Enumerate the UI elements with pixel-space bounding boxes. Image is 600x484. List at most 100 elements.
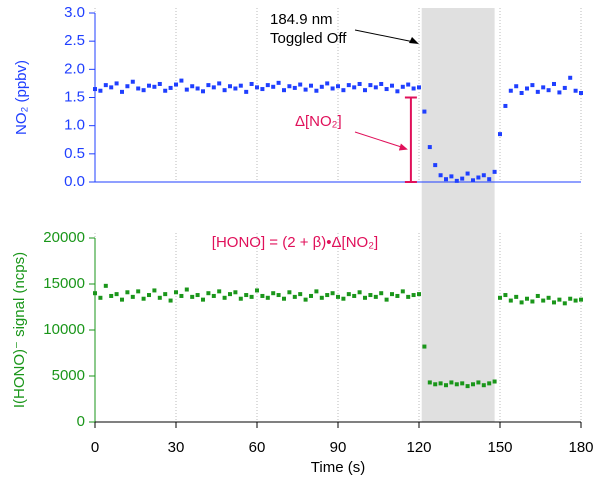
data-point bbox=[249, 294, 254, 299]
data-point bbox=[114, 292, 119, 297]
data-point bbox=[492, 169, 497, 174]
data-point bbox=[481, 173, 486, 178]
data-point bbox=[228, 84, 232, 89]
data-point bbox=[341, 296, 346, 301]
data-point bbox=[201, 89, 205, 94]
data-point bbox=[406, 294, 411, 299]
data-point bbox=[395, 293, 400, 298]
data-point bbox=[379, 81, 384, 86]
data-point bbox=[508, 298, 513, 303]
data-point bbox=[562, 85, 567, 90]
y-tick-label: 15000 bbox=[43, 275, 85, 292]
data-point bbox=[525, 86, 529, 91]
data-point bbox=[530, 299, 535, 304]
annotation: [HONO] = (2 + β)•Δ[NO₂] bbox=[212, 234, 378, 251]
y-tick-label: 5000 bbox=[52, 367, 85, 384]
data-point bbox=[109, 85, 114, 90]
data-point bbox=[487, 177, 492, 182]
data-point bbox=[363, 295, 367, 300]
data-point bbox=[325, 293, 330, 298]
data-point bbox=[438, 381, 443, 386]
data-point bbox=[449, 174, 454, 179]
data-point bbox=[454, 382, 459, 387]
data-point bbox=[319, 295, 324, 300]
data-point bbox=[481, 383, 486, 388]
data-point bbox=[184, 287, 189, 292]
data-point bbox=[379, 291, 384, 296]
data-point bbox=[206, 291, 211, 296]
data-point bbox=[427, 380, 432, 385]
data-point bbox=[406, 82, 411, 87]
y-tick-label: 0.0 bbox=[64, 173, 85, 190]
data-point bbox=[460, 176, 465, 181]
data-point bbox=[179, 78, 184, 83]
data-point bbox=[336, 84, 340, 89]
annotation: 184.9 nm bbox=[270, 11, 333, 28]
data-point bbox=[562, 301, 567, 306]
data-point bbox=[373, 294, 378, 299]
data-point bbox=[98, 295, 103, 300]
data-point bbox=[152, 288, 157, 293]
data-point bbox=[303, 87, 308, 92]
x-tick-label: 60 bbox=[249, 439, 266, 456]
data-point bbox=[514, 84, 519, 89]
data-point bbox=[444, 383, 448, 388]
data-point bbox=[157, 81, 162, 86]
data-point bbox=[303, 297, 308, 302]
data-point bbox=[465, 171, 470, 176]
x-axis-label: Time (s) bbox=[311, 459, 365, 476]
data-point bbox=[449, 380, 454, 385]
data-point bbox=[514, 294, 519, 299]
arrow-head bbox=[398, 143, 408, 151]
data-point bbox=[130, 79, 135, 84]
data-point bbox=[352, 85, 357, 90]
data-point bbox=[417, 292, 421, 297]
data-point bbox=[298, 82, 303, 87]
x-tick-label: 180 bbox=[568, 439, 593, 456]
shaded-region bbox=[421, 8, 495, 422]
bracket-arrow bbox=[354, 131, 404, 148]
data-point bbox=[163, 292, 168, 297]
data-point bbox=[368, 293, 373, 298]
data-point bbox=[174, 290, 178, 295]
data-point bbox=[325, 81, 330, 86]
data-point bbox=[292, 85, 297, 90]
data-point bbox=[476, 175, 481, 180]
data-point bbox=[255, 85, 259, 90]
data-point bbox=[368, 83, 373, 88]
data-point bbox=[125, 84, 130, 89]
data-point bbox=[384, 87, 389, 92]
data-point bbox=[346, 83, 351, 88]
data-point bbox=[260, 87, 265, 92]
data-point bbox=[352, 293, 357, 298]
data-point bbox=[433, 163, 438, 168]
x-tick-label: 120 bbox=[406, 439, 431, 456]
data-point bbox=[519, 300, 524, 305]
data-point bbox=[373, 85, 378, 90]
data-point bbox=[568, 75, 573, 80]
data-point bbox=[557, 90, 562, 95]
data-point bbox=[282, 88, 286, 93]
data-point bbox=[222, 88, 227, 93]
data-point bbox=[195, 86, 200, 91]
data-point bbox=[125, 290, 130, 295]
y-tick-label: 1.5 bbox=[64, 88, 85, 105]
data-point bbox=[120, 297, 124, 302]
data-point bbox=[557, 297, 562, 302]
data-point bbox=[471, 382, 475, 387]
data-point bbox=[147, 83, 151, 88]
data-point bbox=[309, 293, 313, 298]
data-point bbox=[363, 88, 367, 93]
data-point bbox=[93, 87, 97, 92]
data-point bbox=[238, 83, 243, 88]
data-point bbox=[568, 296, 573, 301]
data-point bbox=[141, 296, 146, 301]
data-point bbox=[330, 86, 335, 91]
data-point bbox=[141, 88, 146, 93]
annotation-arrow bbox=[354, 29, 415, 43]
data-point bbox=[519, 90, 524, 95]
data-point bbox=[211, 293, 216, 298]
x-tick-label: 150 bbox=[487, 439, 512, 456]
data-point bbox=[579, 297, 583, 302]
